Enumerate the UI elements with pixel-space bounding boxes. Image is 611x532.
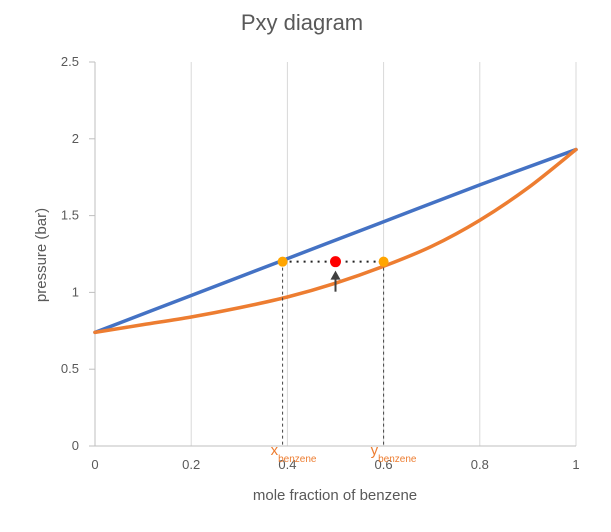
y-tick-label: 1.5 bbox=[61, 208, 79, 223]
arrow-head bbox=[330, 270, 341, 280]
y-tick-label: 2.5 bbox=[61, 54, 79, 69]
x-tick-label: 0.6 bbox=[375, 457, 393, 472]
x-tick-label: 0.8 bbox=[471, 457, 489, 472]
grid bbox=[190, 62, 577, 446]
x-benzene-label: xbenzene bbox=[271, 442, 317, 465]
x-axis-title: mole fraction of benzene bbox=[253, 487, 417, 504]
series-group bbox=[93, 147, 578, 335]
y-tick-label: 0.5 bbox=[61, 361, 79, 376]
x-tick-label: 1 bbox=[572, 457, 579, 472]
x-tick-label: 0 bbox=[91, 457, 98, 472]
y-axis-title: pressure (bar) bbox=[33, 208, 50, 302]
y-benzene-label: ybenzene bbox=[371, 442, 417, 465]
chart-title: Pxy diagram bbox=[241, 10, 363, 35]
annotation-group: xbenzene ybenzene bbox=[271, 256, 417, 465]
axes: 0 0.2 0.4 0.6 0.8 1 0 0.5 1 1.5 2 2.5 bbox=[61, 54, 580, 472]
vapor-point-marker bbox=[378, 256, 389, 267]
mixture-point-marker bbox=[330, 256, 341, 268]
y-tick-label: 0 bbox=[72, 438, 79, 453]
y-tick-label: 1 bbox=[72, 284, 79, 299]
bubble-point-line bbox=[93, 147, 578, 335]
x-tick-label: 0.2 bbox=[182, 457, 200, 472]
liquid-point-marker bbox=[277, 256, 288, 267]
y-tick-label: 2 bbox=[72, 131, 79, 146]
x-tick-label: 0.4 bbox=[278, 457, 296, 472]
